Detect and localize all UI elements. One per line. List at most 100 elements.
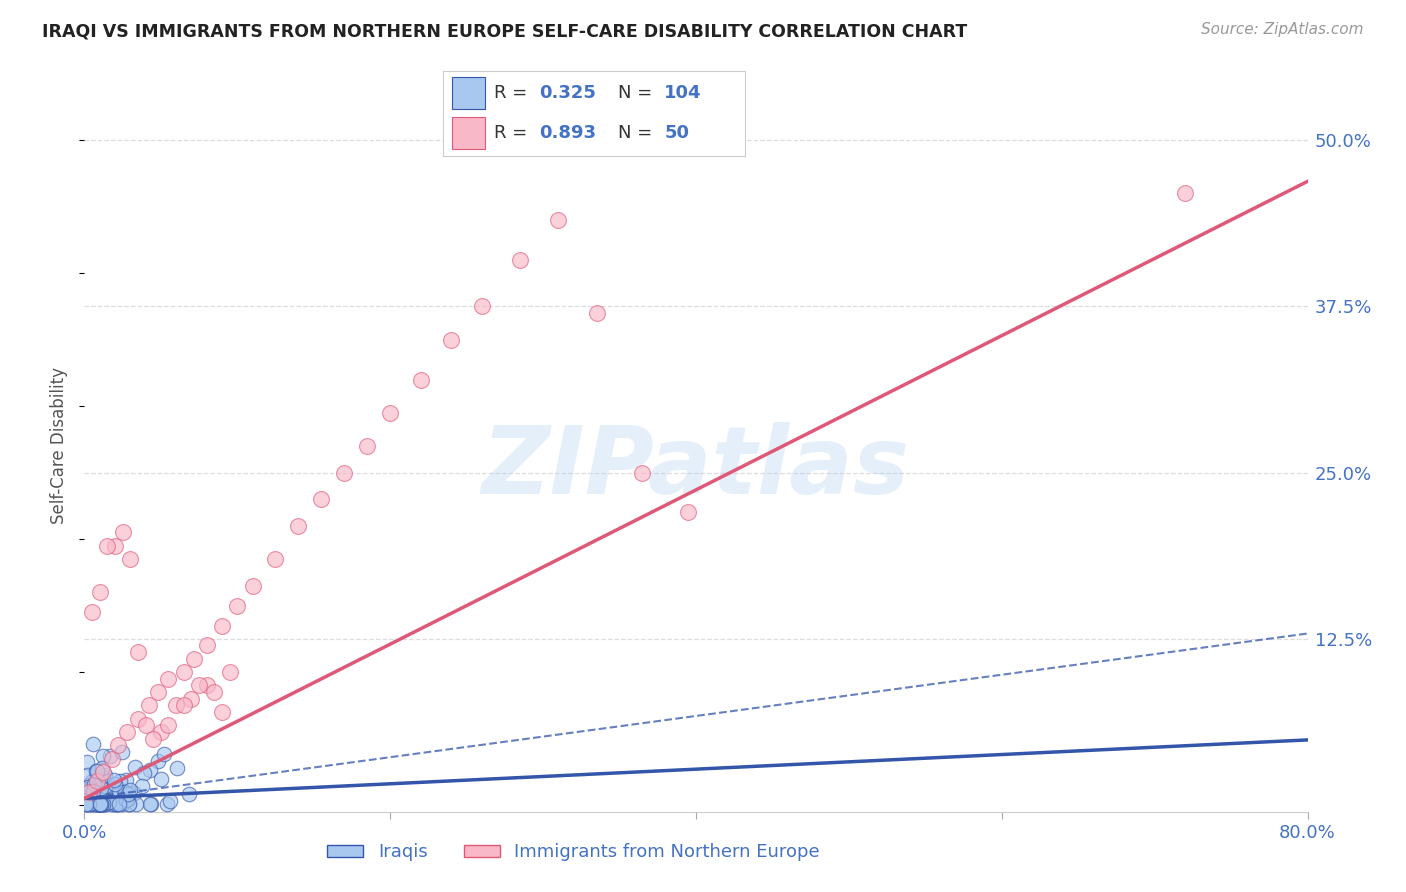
Bar xyxy=(451,78,485,110)
Point xyxy=(111,785,134,799)
Point xyxy=(83,781,105,796)
Point xyxy=(150,772,173,786)
Point xyxy=(77,785,100,799)
Point xyxy=(91,764,114,779)
Point xyxy=(86,774,108,789)
Point xyxy=(77,780,100,794)
Point xyxy=(83,772,105,787)
Point xyxy=(75,791,97,805)
Point xyxy=(118,797,141,811)
Point xyxy=(218,665,240,679)
Point xyxy=(87,797,110,811)
Point xyxy=(311,492,333,507)
Point xyxy=(104,539,127,553)
Point xyxy=(90,797,112,811)
Point xyxy=(86,797,108,811)
Y-axis label: Self-Care Disability: Self-Care Disability xyxy=(51,368,69,524)
Point xyxy=(77,778,100,792)
Point xyxy=(107,738,129,752)
Point xyxy=(124,760,146,774)
Text: IRAQI VS IMMIGRANTS FROM NORTHERN EUROPE SELF-CARE DISABILITY CORRELATION CHART: IRAQI VS IMMIGRANTS FROM NORTHERN EUROPE… xyxy=(42,22,967,40)
Point xyxy=(183,652,205,666)
Point xyxy=(96,783,118,797)
Point xyxy=(86,764,108,778)
Point xyxy=(471,299,494,313)
Point xyxy=(107,797,129,811)
Point xyxy=(104,776,127,790)
Point xyxy=(104,789,127,804)
Bar xyxy=(451,117,485,149)
Point xyxy=(117,787,139,801)
Text: 0.893: 0.893 xyxy=(540,124,596,142)
Point xyxy=(75,782,97,797)
Point xyxy=(146,685,169,699)
Point xyxy=(91,761,114,775)
Point xyxy=(80,774,103,789)
Point xyxy=(86,784,108,798)
Point xyxy=(211,618,233,632)
Point xyxy=(139,797,162,811)
Point xyxy=(89,797,111,811)
Point xyxy=(93,767,115,781)
Point xyxy=(127,645,149,659)
Point xyxy=(173,698,195,713)
Point xyxy=(84,797,107,811)
Point xyxy=(80,780,103,794)
Point xyxy=(80,605,103,619)
Point xyxy=(287,518,309,533)
Point xyxy=(631,466,654,480)
Point xyxy=(188,678,211,692)
Point xyxy=(82,784,104,798)
Point xyxy=(82,782,104,797)
Point xyxy=(125,797,148,811)
Point xyxy=(139,763,162,777)
Point xyxy=(82,737,104,751)
Point xyxy=(86,797,108,811)
Point xyxy=(101,797,124,811)
Point xyxy=(356,439,378,453)
Point xyxy=(333,466,356,480)
Point xyxy=(91,748,114,763)
Point xyxy=(86,775,108,789)
Point xyxy=(77,797,100,811)
Point xyxy=(114,791,136,805)
Point xyxy=(77,768,100,782)
Point xyxy=(76,755,98,769)
Text: 0.325: 0.325 xyxy=(540,85,596,103)
Point xyxy=(83,777,105,791)
Point xyxy=(124,786,146,800)
Point xyxy=(89,585,111,599)
Point xyxy=(180,691,202,706)
Point xyxy=(96,539,118,553)
Point xyxy=(585,306,607,320)
Point xyxy=(80,797,103,811)
Point xyxy=(98,749,121,764)
Point xyxy=(103,797,125,811)
Point xyxy=(202,685,225,699)
Point xyxy=(440,333,463,347)
Point xyxy=(108,773,131,788)
Text: R =: R = xyxy=(495,85,533,103)
Point xyxy=(138,698,160,713)
Point xyxy=(159,794,181,808)
Point xyxy=(87,797,110,811)
Point xyxy=(93,797,115,811)
Point xyxy=(111,525,134,540)
Point xyxy=(83,797,105,811)
Point xyxy=(110,797,132,811)
Text: R =: R = xyxy=(495,124,533,142)
Point xyxy=(157,718,180,732)
Point xyxy=(226,599,249,613)
Point xyxy=(91,772,114,787)
Point xyxy=(118,797,141,811)
Point xyxy=(75,797,97,811)
Text: 50: 50 xyxy=(665,124,690,142)
Point xyxy=(114,785,136,799)
Point xyxy=(138,797,160,811)
Point xyxy=(75,797,97,811)
Text: N =: N = xyxy=(619,124,658,142)
Point xyxy=(115,773,138,788)
Text: ZIPatlas: ZIPatlas xyxy=(482,422,910,514)
Point xyxy=(75,788,97,802)
Text: 104: 104 xyxy=(664,85,702,103)
